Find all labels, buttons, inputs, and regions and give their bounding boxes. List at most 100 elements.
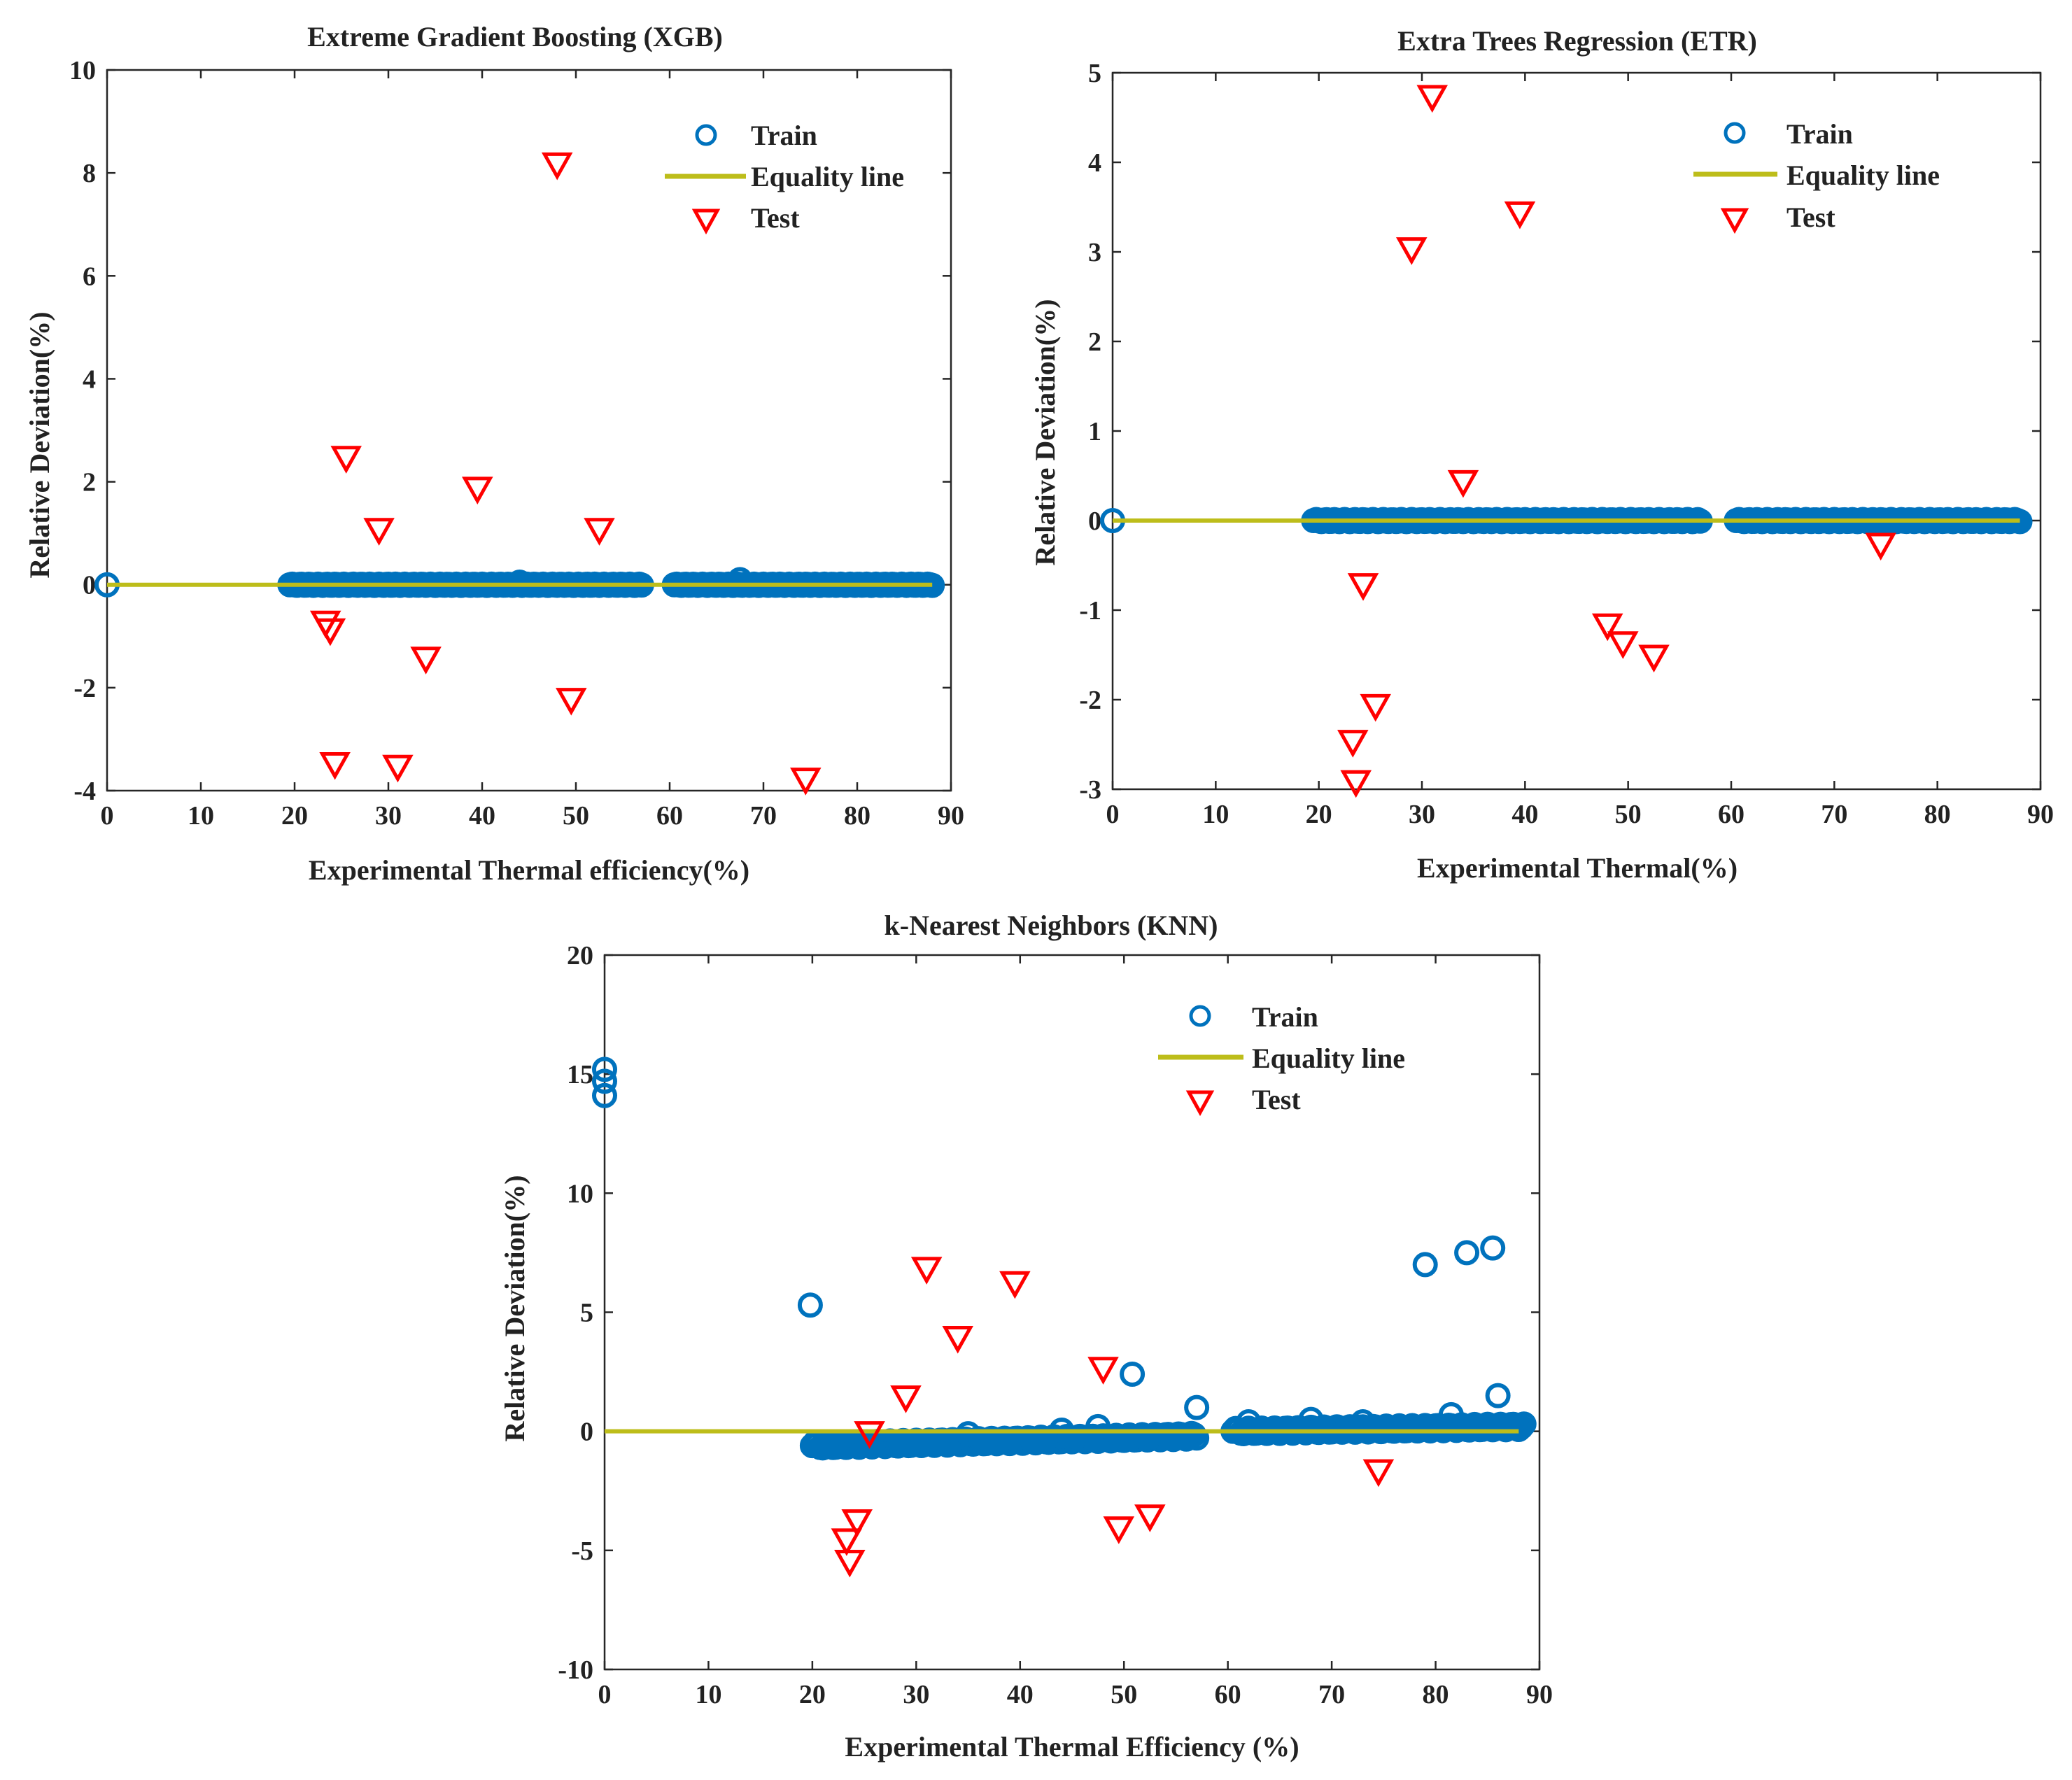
knn-ylabel: Relative Deviation(%) xyxy=(499,1175,530,1441)
knn-test-point xyxy=(999,1271,1031,1299)
xgb-ylabel: Relative Deviation(%) xyxy=(24,311,55,578)
knn-xtick-label: 60 xyxy=(1215,1680,1241,1709)
xgb-legend-train-label: Train xyxy=(751,120,817,151)
etr-legend-test-label: Test xyxy=(1786,202,1835,233)
etr-xtick-label: 70 xyxy=(1821,800,1847,829)
etr-ytick-label: 1 xyxy=(1088,417,1101,446)
knn-train-point xyxy=(592,1068,617,1094)
etr-legend-train-label: Train xyxy=(1786,118,1853,150)
etr-test-point xyxy=(1395,237,1428,265)
etr-ytick-label: 3 xyxy=(1088,238,1101,267)
knn-test-point xyxy=(1087,1357,1119,1385)
xgb-xtick-label: 20 xyxy=(281,801,308,831)
knn-legend-train-marker xyxy=(1189,1005,1211,1027)
knn-xtick-label: 50 xyxy=(1111,1680,1137,1709)
xgb-legend-train-marker xyxy=(695,124,717,146)
knn-ytick-label: 20 xyxy=(567,941,593,970)
knn-xtick-label: 0 xyxy=(598,1680,612,1709)
etr-legend-test-marker xyxy=(1720,208,1749,234)
etr-test-point xyxy=(1416,85,1449,113)
knn-test-point xyxy=(910,1257,943,1285)
xgb-title: Extreme Gradient Boosting (XGB) xyxy=(307,21,723,52)
xgb-test-point xyxy=(319,752,351,780)
etr-test-point xyxy=(1360,693,1391,722)
xgb-legend-test-label: Test xyxy=(751,202,800,234)
etr-xtick-label: 20 xyxy=(1306,800,1332,829)
knn-train-point xyxy=(1511,1411,1537,1437)
knn-xtick-label: 80 xyxy=(1423,1680,1449,1709)
knn-train-point xyxy=(1184,1394,1210,1420)
xgb-test-point xyxy=(790,768,822,796)
xgb-legend: Train Equality line Test xyxy=(665,120,904,235)
xgb-test-point xyxy=(363,518,395,546)
xgb-test-point xyxy=(330,446,362,474)
etr-test-point xyxy=(1504,201,1536,229)
etr-plot-area: 0 10 20 30 40 50 60 70 80 90 -3 -2 -1 0 1 2 3 4 5 xyxy=(1079,59,2054,829)
xgb-test-point xyxy=(410,647,442,674)
etr-test-point xyxy=(1865,532,1896,561)
knn-xtick-label: 40 xyxy=(1007,1680,1034,1709)
xgb-legend-equality-label: Equality line xyxy=(751,161,904,192)
etr-legend: Train Equality line Test xyxy=(1693,118,1940,234)
knn-ytick-label: -10 xyxy=(558,1655,593,1685)
knn-xtick-label: 70 xyxy=(1318,1680,1345,1709)
xgb-ytick-label: 0 xyxy=(83,571,96,600)
knn-test-point xyxy=(831,1528,863,1556)
etr-xtick-label: 10 xyxy=(1202,800,1229,829)
xgb-xlabel: Experimental Thermal efficiency(%) xyxy=(309,854,749,886)
knn-legend-train-label: Train xyxy=(1252,1001,1318,1033)
etr-xtick-label: 30 xyxy=(1409,800,1435,829)
xgb-xtick-label: 90 xyxy=(938,801,964,831)
knn-train-point xyxy=(1454,1240,1480,1266)
etr-legend-train-marker xyxy=(1724,122,1746,144)
etr-test-point xyxy=(1638,644,1670,673)
knn-xtick-label: 30 xyxy=(903,1680,929,1709)
knn-train-point xyxy=(1480,1235,1506,1261)
knn-train-point xyxy=(1438,1401,1464,1427)
knn-title: k-Nearest Neighbors (KNN) xyxy=(885,910,1218,941)
knn-test-point xyxy=(1103,1516,1135,1544)
knn-train-point xyxy=(592,1082,617,1108)
etr-xtick-label: 90 xyxy=(2027,800,2054,829)
knn-legend: Train Equality line Test xyxy=(1158,1001,1405,1117)
xgb-train-point xyxy=(727,567,753,593)
etr-xtick-label: 80 xyxy=(1924,800,1951,829)
etr-xtick-label: 0 xyxy=(1106,800,1120,829)
xgb-axes-box xyxy=(106,69,952,792)
etr-xlabel: Experimental Thermal(%) xyxy=(1417,852,1738,884)
xgb-test-point xyxy=(541,152,573,181)
etr-ytick-label: 5 xyxy=(1088,59,1101,88)
knn-xtick-label: 10 xyxy=(695,1680,721,1709)
xgb-test-point xyxy=(556,688,587,716)
knn-ytick-label: -5 xyxy=(571,1537,593,1566)
xgb-ytick-label: 2 xyxy=(83,468,96,497)
panel-etr: Extra Trees Regression (ETR) Experimenta… xyxy=(1029,25,2054,884)
panel-knn: k-Nearest Neighbors (KNN) Experimental T… xyxy=(499,910,1553,1763)
xgb-legend-test-marker xyxy=(691,209,721,235)
xgb-xtick-label: 60 xyxy=(656,801,683,831)
xgb-xtick-label: 50 xyxy=(563,801,589,831)
knn-legend-equality-label: Equality line xyxy=(1252,1043,1405,1074)
xgb-train-point xyxy=(507,570,533,595)
knn-plot-area: 0 10 20 30 40 50 60 70 80 90 -10 -5 0 5 10 15 20 xyxy=(558,941,1553,1709)
etr-ytick-label: -2 xyxy=(1079,686,1101,715)
knn-train-point xyxy=(1085,1413,1111,1439)
xgb-xtick-label: 30 xyxy=(375,801,402,831)
xgb-test-point xyxy=(462,476,493,505)
knn-test-point xyxy=(854,1421,885,1449)
knn-ytick-label: 0 xyxy=(580,1418,593,1447)
xgb-xtick-label: 40 xyxy=(469,801,495,831)
knn-train-point xyxy=(1120,1361,1146,1387)
xgb-ytick-label: 10 xyxy=(69,56,96,85)
xgb-xtick-label: 10 xyxy=(188,801,214,831)
knn-test-point xyxy=(841,1509,873,1537)
knn-train-point xyxy=(797,1292,823,1318)
etr-test-point xyxy=(1340,770,1372,798)
etr-ytick-label: -1 xyxy=(1079,596,1101,626)
xgb-plot-area: 0 10 20 30 40 50 60 70 80 90 -4 -2 0 2 4 6 8 10 xyxy=(69,56,964,831)
xgb-test-point xyxy=(314,618,346,647)
knn-train-point xyxy=(592,1057,617,1082)
knn-ytick-label: 5 xyxy=(580,1299,593,1328)
xgb-xtick-label: 80 xyxy=(844,801,871,831)
